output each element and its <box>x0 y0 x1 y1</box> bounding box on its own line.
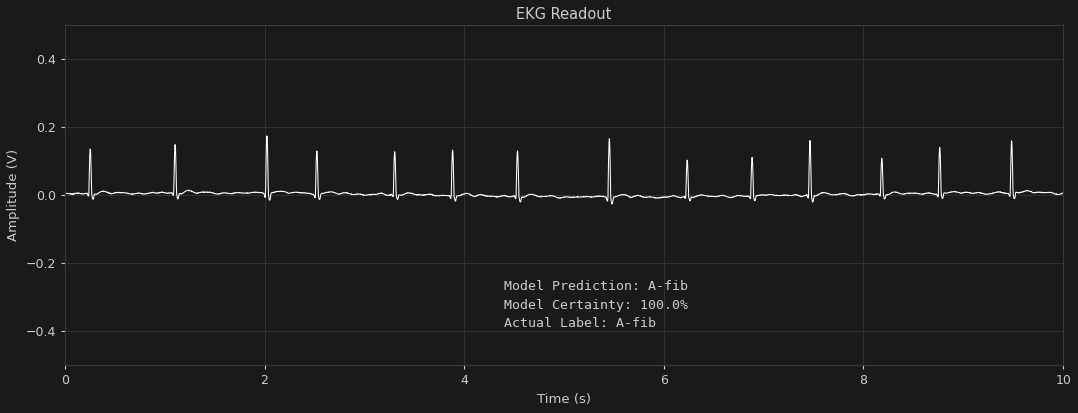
Text: Model Prediction: A-fib
Model Certainty: 100.0%
Actual Label: A-fib: Model Prediction: A-fib Model Certainty:… <box>505 280 688 330</box>
X-axis label: Time (s): Time (s) <box>537 393 591 406</box>
Title: EKG Readout: EKG Readout <box>516 7 611 22</box>
Y-axis label: Amplitude (V): Amplitude (V) <box>6 149 20 241</box>
